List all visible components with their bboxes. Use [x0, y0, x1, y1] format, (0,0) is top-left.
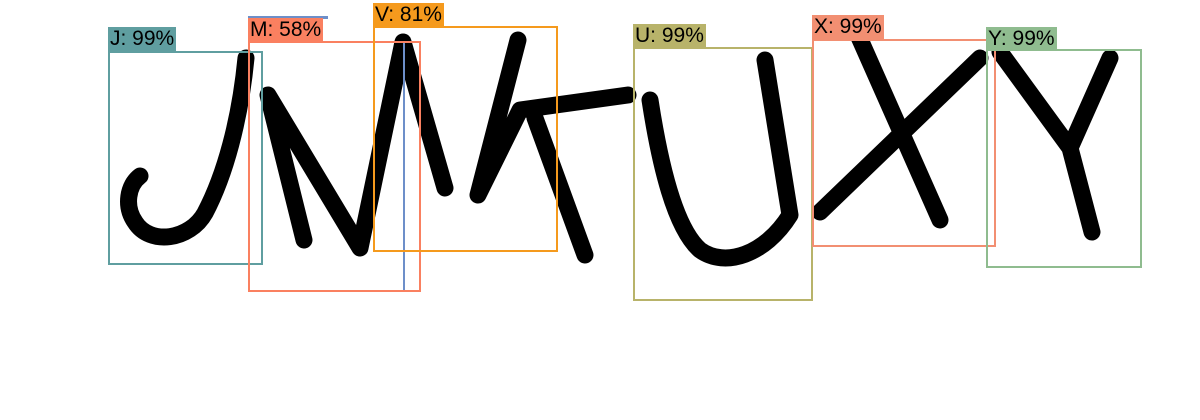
letter-j-glyph — [120, 49, 255, 246]
detection-label-x: X: 99% — [812, 15, 884, 39]
letter-m-glyph — [259, 33, 454, 257]
detection-box-extra-tab — [248, 16, 328, 19]
detection-box-u — [633, 47, 813, 301]
detection-box-v — [373, 26, 558, 252]
detection-label-j: J: 99% — [108, 27, 177, 51]
detection-label-v: V: 81% — [373, 3, 444, 27]
letter-x-glyph — [811, 19, 989, 229]
letter-y-glyph — [991, 43, 1119, 241]
detection-box-m — [248, 41, 421, 292]
letter-k-glyph — [469, 31, 637, 264]
detection-label-m: M: 58% — [248, 18, 324, 42]
detection-label-u: U: 99% — [633, 24, 706, 48]
detection-box-y — [986, 49, 1142, 268]
detection-box-x — [812, 39, 996, 247]
detection-label-y: Y: 99% — [986, 27, 1057, 51]
letter-u-glyph — [641, 51, 799, 267]
detection-box-j — [108, 51, 263, 265]
